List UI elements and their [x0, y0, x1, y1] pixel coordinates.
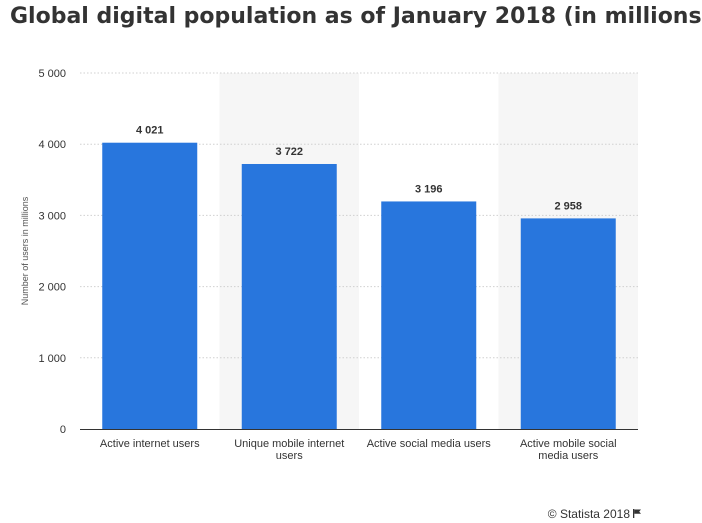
source-credit[interactable]: © Statista 2018 [548, 507, 641, 521]
bar [381, 201, 477, 429]
y-tick-label: 1 000 [38, 353, 66, 365]
x-tick-label: Active mobile social media users [520, 438, 617, 462]
x-tick-label-line: Unique mobile internet [234, 438, 344, 450]
bar [102, 142, 198, 429]
x-tick-label-line: Active social media users [367, 438, 492, 450]
credit-text: © Statista 2018 [547, 507, 630, 521]
x-tick-label-line: Active mobile social [520, 438, 617, 450]
data-label: 4 021 [136, 125, 164, 137]
x-tick-label: Unique mobile internet users [234, 438, 344, 462]
y-tick-label: 0 [60, 424, 66, 436]
x-tick-label-line: media users [538, 450, 598, 462]
data-label: 3 722 [275, 146, 303, 158]
y-tick-label: 4 000 [38, 139, 66, 151]
x-tick-label: Active internet users [100, 438, 200, 450]
page-title: Global digital population as of January … [10, 4, 702, 29]
y-tick-label: 2 000 [38, 282, 66, 294]
y-axis-title: Number of users in millions [20, 196, 30, 305]
flag-icon[interactable] [633, 509, 641, 518]
y-tick-label: 5 000 [38, 68, 66, 80]
y-tick-label: 3 000 [38, 210, 66, 222]
data-label: 3 196 [415, 183, 443, 195]
x-tick-label: Active social media users [367, 438, 492, 450]
x-tick-label-line: users [276, 450, 303, 462]
x-tick-label-line: Active internet users [100, 438, 200, 450]
data-label: 2 958 [554, 200, 582, 212]
bar [520, 218, 616, 429]
bar [241, 163, 337, 430]
